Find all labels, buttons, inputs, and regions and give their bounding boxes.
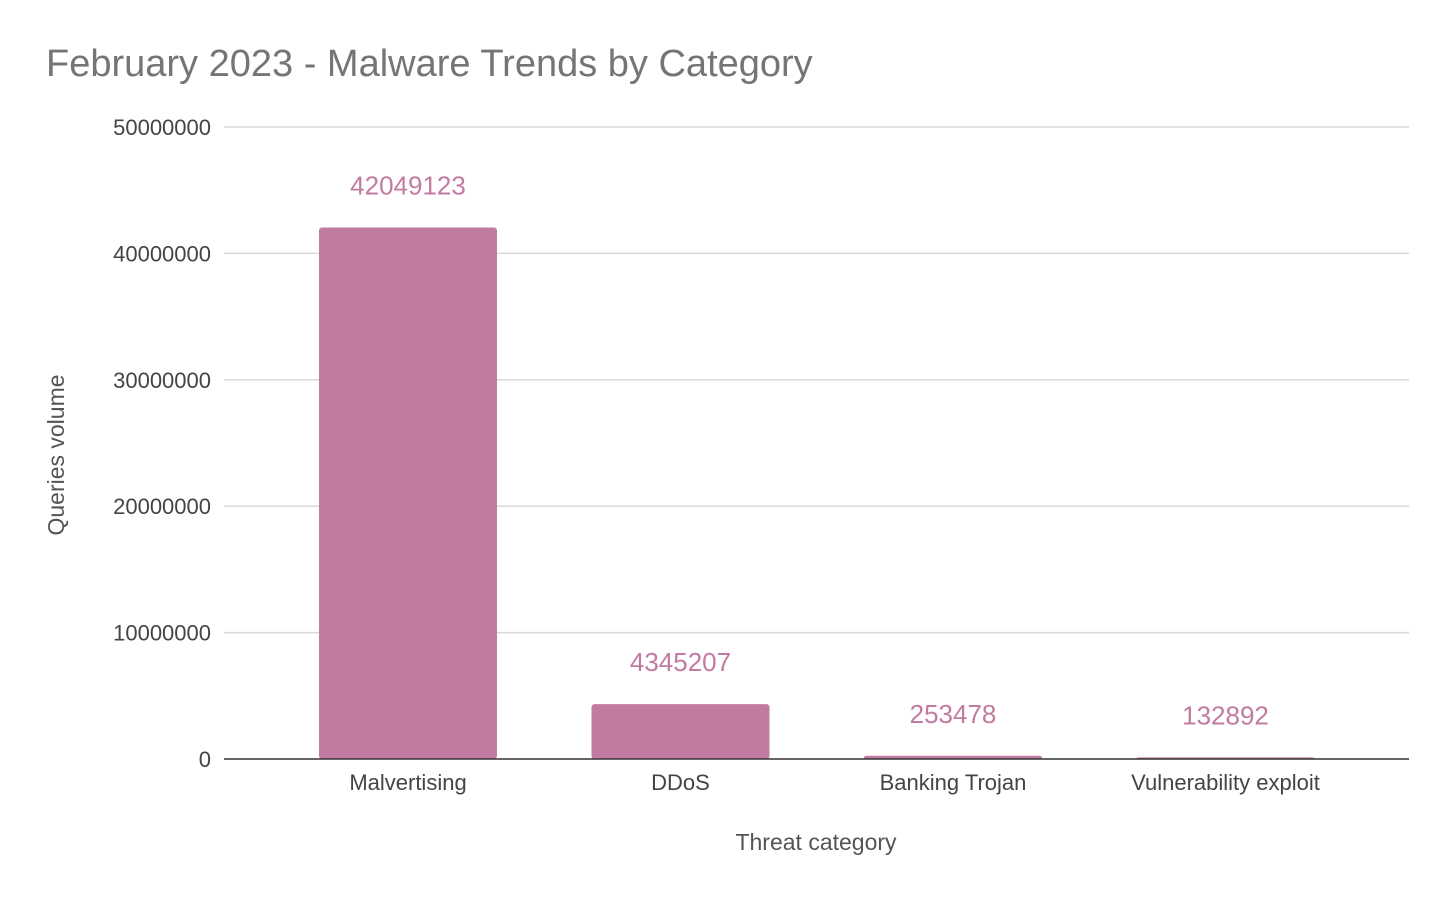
- x-tick-label: DDoS: [651, 770, 710, 795]
- bar: [319, 227, 497, 759]
- y-axis-tick-labels: 0 10000000 20000000 30000000 40000000 5000000…: [113, 115, 211, 772]
- x-axis-title: Threat category: [735, 829, 897, 855]
- y-tick-label: 50000000: [113, 115, 211, 140]
- bar: [591, 704, 770, 759]
- x-tick-label: Malvertising: [349, 770, 466, 795]
- chart-title: February 2023 - Malware Trends by Catego…: [46, 43, 813, 85]
- data-label: 4345207: [630, 647, 731, 677]
- y-tick-label: 40000000: [113, 241, 211, 266]
- bars: [319, 227, 1315, 759]
- y-tick-label: 10000000: [113, 621, 211, 646]
- y-axis-title: Queries volume: [43, 374, 69, 535]
- y-tick-label: 0: [199, 747, 211, 772]
- data-label: 253478: [910, 699, 997, 729]
- y-tick-label: 30000000: [113, 368, 211, 393]
- data-label: 42049123: [350, 170, 466, 200]
- data-labels: 42049123 4345207 253478 132892: [350, 170, 1269, 730]
- data-label: 132892: [1182, 700, 1269, 730]
- x-axis-tick-labels: Malvertising DDoS Banking Trojan Vulnerabil…: [349, 770, 1320, 795]
- x-tick-label: Vulnerability exploit: [1131, 770, 1320, 795]
- x-tick-label: Banking Trojan: [880, 770, 1027, 795]
- y-tick-label: 20000000: [113, 494, 211, 519]
- bar: [864, 755, 1042, 759]
